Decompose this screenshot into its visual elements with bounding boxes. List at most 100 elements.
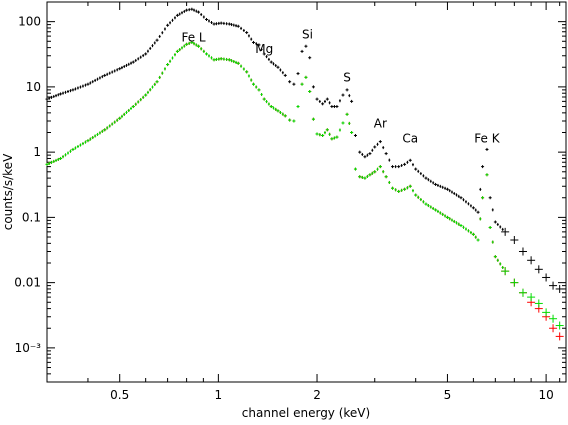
data-point	[315, 97, 319, 101]
data-point	[185, 8, 189, 12]
data-point	[510, 236, 519, 245]
data-point	[269, 105, 273, 109]
data-point	[518, 288, 527, 297]
data-point	[363, 155, 367, 159]
data-point	[549, 314, 558, 323]
data-point	[175, 49, 179, 53]
data-point	[555, 321, 564, 330]
data-point	[155, 38, 159, 42]
data-point	[59, 156, 63, 160]
y-tick-label: 10⁻³	[15, 341, 42, 355]
y-tick-label: 1	[33, 145, 41, 159]
data-point	[296, 72, 300, 76]
data-point	[476, 238, 480, 242]
data-point	[542, 273, 551, 282]
data-point	[434, 182, 438, 186]
data-point	[185, 42, 189, 46]
data-point	[86, 82, 90, 86]
line-label: S	[343, 71, 351, 85]
data-point	[227, 58, 231, 62]
data-point	[252, 40, 256, 44]
data-point	[414, 167, 418, 171]
data-point	[166, 63, 170, 67]
data-point	[368, 173, 372, 177]
data-point	[391, 186, 395, 190]
data-point	[325, 128, 329, 132]
data-point	[269, 60, 273, 64]
data-point	[190, 7, 194, 11]
data-point	[296, 105, 300, 109]
data-point	[197, 10, 201, 14]
data-point	[335, 135, 339, 139]
data-point	[459, 224, 463, 228]
data-point	[86, 139, 90, 143]
data-point	[292, 119, 296, 123]
data-point	[378, 165, 382, 169]
data-point	[252, 82, 256, 86]
data-point	[549, 324, 558, 333]
data-point	[341, 93, 345, 97]
data-point	[144, 52, 148, 56]
data-point	[391, 165, 395, 169]
data-point	[518, 247, 527, 256]
data-point	[257, 88, 261, 92]
data-point	[534, 265, 543, 274]
data-point	[262, 52, 266, 56]
x-tick-label: 2	[313, 388, 321, 402]
data-point	[350, 99, 354, 103]
data-point	[311, 117, 315, 121]
data-point	[424, 176, 428, 180]
data-point	[103, 73, 107, 77]
data-point	[403, 162, 407, 166]
data-point	[219, 57, 223, 61]
data-point	[118, 67, 122, 71]
data-point	[527, 256, 536, 265]
data-point	[227, 22, 231, 26]
data-point	[345, 112, 349, 116]
data-point	[304, 75, 308, 79]
data-point	[304, 44, 308, 48]
data-point	[212, 58, 216, 62]
data-point	[59, 92, 63, 96]
data-point	[350, 130, 354, 134]
x-tick-label: 1	[215, 388, 223, 402]
data-point	[288, 118, 292, 122]
data-point	[236, 61, 240, 65]
data-point	[485, 173, 489, 177]
data-point	[378, 140, 382, 144]
data-point	[131, 60, 135, 64]
data-point	[501, 227, 510, 236]
data-point	[481, 196, 485, 200]
data-point	[236, 24, 240, 28]
data-point	[197, 44, 201, 48]
data-point	[408, 158, 412, 162]
data-point	[445, 215, 449, 219]
data-point	[363, 176, 367, 180]
data-point	[488, 225, 492, 229]
data-point	[403, 187, 407, 191]
data-point	[481, 165, 485, 169]
data-point	[384, 175, 388, 179]
data-point	[276, 109, 280, 113]
data-point	[325, 97, 329, 101]
line-label: Fe K	[474, 132, 500, 146]
data-point	[175, 13, 179, 17]
data-point	[300, 49, 304, 53]
data-point	[501, 267, 510, 276]
data-point	[549, 281, 558, 290]
data-point	[471, 206, 475, 210]
y-tick-label: 100	[18, 15, 41, 29]
data-point	[555, 332, 564, 341]
data-point	[335, 105, 339, 109]
line-label: Ar	[374, 116, 387, 130]
data-point	[155, 80, 159, 84]
data-point	[471, 232, 475, 236]
data-point	[358, 175, 362, 179]
data-point	[190, 40, 194, 44]
data-point	[542, 308, 551, 317]
line-annotations: Fe L Mg Si S Ar Ca Fe K	[181, 28, 500, 146]
y-tick-label: 0.1	[22, 210, 41, 224]
data-point	[144, 93, 148, 97]
data-point	[488, 196, 492, 200]
data-point	[510, 278, 519, 287]
